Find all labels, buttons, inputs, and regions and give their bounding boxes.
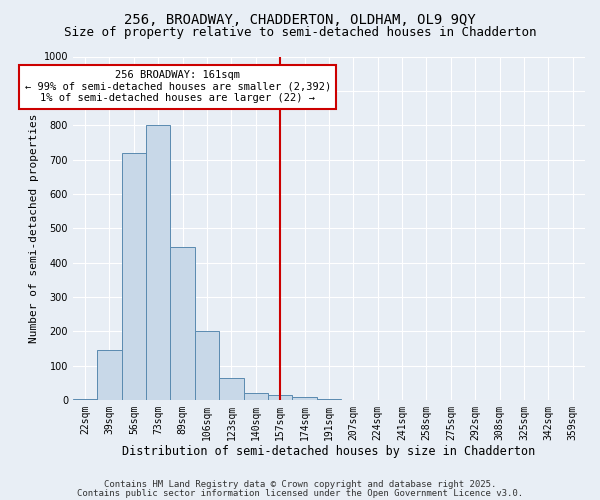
Bar	[73, 398, 97, 400]
Bar	[97, 350, 122, 400]
Bar	[268, 395, 292, 400]
Text: 256 BROADWAY: 161sqm
← 99% of semi-detached houses are smaller (2,392)
1% of sem: 256 BROADWAY: 161sqm ← 99% of semi-detac…	[25, 70, 331, 103]
Bar	[219, 378, 244, 400]
Text: Contains public sector information licensed under the Open Government Licence v3: Contains public sector information licen…	[77, 488, 523, 498]
Text: Size of property relative to semi-detached houses in Chadderton: Size of property relative to semi-detach…	[64, 26, 536, 39]
X-axis label: Distribution of semi-detached houses by size in Chadderton: Distribution of semi-detached houses by …	[122, 444, 536, 458]
Text: 256, BROADWAY, CHADDERTON, OLDHAM, OL9 9QY: 256, BROADWAY, CHADDERTON, OLDHAM, OL9 9…	[124, 12, 476, 26]
Bar	[244, 394, 268, 400]
Text: Contains HM Land Registry data © Crown copyright and database right 2025.: Contains HM Land Registry data © Crown c…	[104, 480, 496, 489]
Bar	[195, 332, 219, 400]
Bar	[146, 125, 170, 400]
Bar	[317, 398, 341, 400]
Y-axis label: Number of semi-detached properties: Number of semi-detached properties	[29, 114, 40, 343]
Bar	[170, 248, 195, 400]
Bar	[292, 397, 317, 400]
Bar	[122, 152, 146, 400]
